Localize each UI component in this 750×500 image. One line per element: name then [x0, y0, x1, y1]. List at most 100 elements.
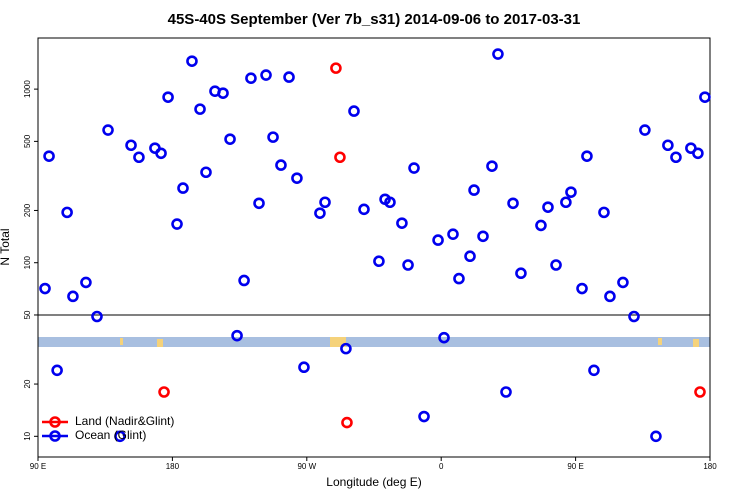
point — [238, 274, 250, 287]
point — [283, 71, 295, 83]
point — [477, 230, 489, 243]
point — [432, 234, 444, 246]
point — [639, 124, 651, 136]
point — [438, 331, 450, 344]
point — [39, 282, 51, 295]
x-tick-label: 90 E — [30, 462, 46, 471]
y-tick-label: 50 — [23, 310, 32, 319]
point — [617, 276, 629, 289]
point — [402, 259, 414, 271]
point — [358, 203, 370, 216]
point — [565, 186, 577, 198]
point — [507, 197, 519, 210]
point — [340, 342, 352, 355]
point — [330, 62, 342, 74]
y-tick-label: 100 — [23, 255, 32, 269]
point — [171, 218, 183, 230]
point — [550, 259, 562, 271]
point — [418, 410, 430, 423]
point — [102, 124, 114, 136]
point — [200, 166, 212, 179]
point — [650, 430, 662, 443]
point — [319, 196, 331, 209]
point — [177, 182, 189, 194]
y-tick-label: 20 — [23, 379, 32, 388]
legend-label: Ocean (Glint) — [75, 428, 146, 442]
point — [275, 159, 287, 171]
point — [447, 228, 459, 240]
x-tick-label: 90 W — [297, 462, 316, 471]
x-tick-label: 180 — [703, 462, 717, 471]
point — [114, 430, 126, 443]
point — [468, 184, 480, 196]
point — [670, 151, 682, 164]
point — [51, 364, 63, 377]
point — [291, 172, 303, 184]
point — [598, 206, 610, 219]
y-tick-label: 500 — [23, 134, 32, 148]
point — [500, 386, 512, 398]
point — [267, 131, 279, 143]
point — [91, 310, 103, 323]
point — [542, 201, 554, 213]
point — [155, 147, 167, 160]
point — [581, 150, 593, 162]
point — [80, 276, 92, 289]
y-tick-label: 10 — [23, 431, 32, 440]
x-tick-label: 180 — [166, 462, 180, 471]
point — [535, 219, 547, 232]
point — [162, 91, 174, 103]
point — [692, 147, 704, 160]
point — [334, 151, 346, 164]
point — [560, 196, 572, 209]
point — [125, 139, 137, 152]
point — [231, 329, 243, 342]
y-tick-label: 200 — [23, 203, 32, 217]
legend-label: Land (Nadir&Glint) — [75, 414, 174, 428]
point — [604, 290, 616, 303]
y-tick-label: 1000 — [23, 80, 32, 98]
legend: Land (Nadir&Glint)Ocean (Glint) — [42, 414, 174, 442]
y-axis-label: N Total — [0, 228, 12, 265]
plot-frame — [37, 37, 711, 458]
point — [298, 361, 310, 374]
point — [486, 160, 498, 172]
point — [348, 105, 360, 117]
point — [158, 386, 170, 398]
x-tick-label: 90 E — [567, 462, 583, 471]
map-strip — [38, 337, 710, 347]
point — [492, 48, 504, 60]
point — [186, 55, 198, 67]
point — [217, 87, 229, 99]
point — [662, 139, 674, 152]
point — [384, 196, 396, 209]
point — [694, 386, 706, 398]
point — [133, 151, 145, 164]
legend-marker — [49, 430, 61, 442]
point — [373, 255, 385, 268]
point — [314, 207, 326, 219]
point — [61, 206, 73, 219]
point — [576, 282, 588, 295]
point — [408, 162, 420, 174]
point — [67, 290, 79, 303]
point — [699, 91, 711, 103]
point — [260, 69, 272, 81]
point — [453, 272, 465, 285]
point — [43, 150, 55, 162]
point — [341, 416, 353, 429]
point — [245, 72, 257, 84]
point — [464, 250, 476, 263]
x-tick-label: 0 — [439, 462, 444, 471]
point — [588, 364, 600, 377]
chart-title: 45S-40S September (Ver 7b_s31) 2014-09-0… — [168, 11, 581, 28]
point — [628, 310, 640, 323]
point — [194, 103, 206, 115]
legend-marker — [49, 416, 61, 428]
point — [396, 217, 408, 229]
point — [515, 267, 527, 280]
point — [253, 197, 265, 210]
x-axis-label: Longitude (deg E) — [326, 475, 421, 489]
point — [224, 133, 236, 145]
